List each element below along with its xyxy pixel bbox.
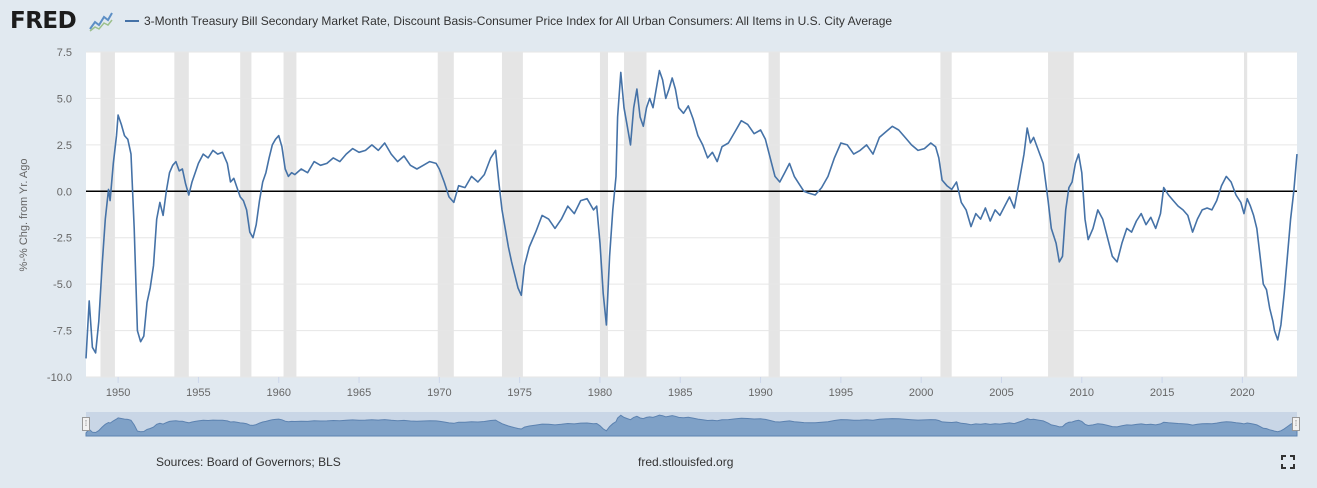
chart-header: FRED 3-Month Treasury Bill Secondary Mar… xyxy=(0,0,1317,44)
y-tick-labels: -10.0 -7.5 -5.0 -2.5 0.0 2.5 5.0 7.5 xyxy=(47,47,72,384)
navigator-handle-right[interactable]: ⁞ xyxy=(1292,417,1300,431)
x-tick-label: 2005 xyxy=(989,387,1013,399)
x-tick-label: 1950 xyxy=(106,387,130,399)
y-tick-label: -10.0 xyxy=(47,372,72,384)
plot-area[interactable] xyxy=(86,52,1297,377)
y-tick-label: -7.5 xyxy=(53,326,72,338)
legend-swatch xyxy=(125,20,139,22)
y-axis-title: %-% Chg. from Yr. Ago xyxy=(18,158,30,272)
x-tick-label: 1980 xyxy=(588,387,612,399)
fred-logo[interactable]: FRED xyxy=(10,8,77,34)
legend[interactable]: 3-Month Treasury Bill Secondary Market R… xyxy=(125,14,892,28)
x-tick-label: 1985 xyxy=(668,387,692,399)
x-tick-labels: 1950 1955 1960 1965 1970 1975 1980 1985 1990 1995… xyxy=(106,377,1255,399)
x-tick-label: 1955 xyxy=(186,387,210,399)
x-tick-label: 1975 xyxy=(507,387,531,399)
y-tick-label: -2.5 xyxy=(53,233,72,245)
legend-label: 3-Month Treasury Bill Secondary Market R… xyxy=(144,14,893,28)
y-tick-label: 5.0 xyxy=(57,93,72,105)
fred-line-icon xyxy=(89,11,113,33)
navigator[interactable] xyxy=(86,412,1297,436)
fullscreen-icon[interactable] xyxy=(1281,455,1295,469)
site-link[interactable]: fred.stlouisfed.org xyxy=(638,455,734,469)
sources-text: Sources: Board of Governors; BLS xyxy=(156,455,341,469)
y-tick-label: 0.0 xyxy=(57,186,72,198)
y-tick-label: 7.5 xyxy=(57,47,72,59)
y-tick-label: -5.0 xyxy=(53,279,72,291)
x-tick-label: 1970 xyxy=(427,387,451,399)
x-tick-label: 1965 xyxy=(347,387,371,399)
x-tick-label: 2020 xyxy=(1230,387,1254,399)
y-tick-label: 2.5 xyxy=(57,140,72,152)
navigator-handle-left[interactable]: ⁞ xyxy=(82,417,90,431)
x-tick-label: 2015 xyxy=(1150,387,1174,399)
x-tick-label: 1960 xyxy=(266,387,290,399)
x-tick-label: 1995 xyxy=(829,387,853,399)
x-tick-label: 2000 xyxy=(909,387,933,399)
navigator-series-area xyxy=(85,414,1298,437)
x-tick-label: 2010 xyxy=(1070,387,1094,399)
x-tick-label: 1990 xyxy=(748,387,772,399)
